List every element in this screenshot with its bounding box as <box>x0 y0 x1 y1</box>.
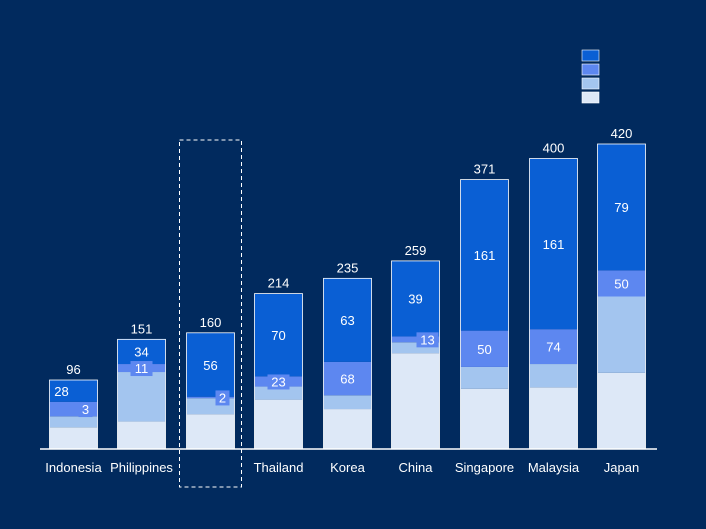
segment-value-label: 74 <box>546 340 560 355</box>
bar-segment <box>597 296 646 373</box>
highlight-dashed-box <box>179 139 242 488</box>
bar-segment <box>529 387 578 449</box>
segment-value-label: 39 <box>408 292 422 307</box>
segment-value-label: 28 <box>54 384 68 399</box>
category-label: Singapore <box>455 460 514 475</box>
bar-segment <box>597 144 646 271</box>
total-label: 400 <box>543 141 565 156</box>
segment-value-label: 11 <box>135 361 149 376</box>
segment-value-label: 13 <box>420 332 434 347</box>
category-label: Korea <box>330 460 365 475</box>
category-label: Philippines <box>110 460 173 475</box>
legend-swatch <box>581 49 600 62</box>
bar-segment <box>460 388 509 449</box>
legend-swatch <box>581 77 600 90</box>
bar-segment <box>49 416 98 428</box>
segment-value-label: 79 <box>614 200 628 215</box>
segment-value-label: 23 <box>271 374 285 389</box>
bar-segment <box>49 427 98 449</box>
total-label: 259 <box>405 243 427 258</box>
segment-value-label: 68 <box>340 372 354 387</box>
bar-segment <box>391 353 440 449</box>
segment-value-label: 50 <box>614 276 628 291</box>
bar-segment <box>529 364 578 388</box>
segment-value-label: 34 <box>134 345 148 360</box>
bar-segment <box>323 409 372 449</box>
segment-label-badge <box>267 374 290 390</box>
bar-segment <box>323 361 372 396</box>
category-label: Indonesia <box>45 460 102 475</box>
bar-segment <box>529 158 578 330</box>
legend-swatch <box>581 63 600 76</box>
total-label: 371 <box>474 162 496 177</box>
total-label: 420 <box>611 126 633 141</box>
bar-segment <box>597 270 646 297</box>
segment-value-label: 50 <box>477 342 491 357</box>
bar-segment <box>254 399 303 449</box>
bar-segment <box>391 342 440 354</box>
bar-segment <box>391 336 440 343</box>
segment-value-label: 70 <box>271 328 285 343</box>
bar-segment <box>117 372 166 422</box>
bar-segment <box>323 395 372 410</box>
total-label: 151 <box>131 321 153 336</box>
segment-label-badge <box>416 332 439 348</box>
segment-value-label: 63 <box>340 313 354 328</box>
bar-segment <box>597 372 646 449</box>
bar-segment <box>323 278 372 362</box>
bar-segment <box>254 386 303 400</box>
bar-segment <box>460 330 509 367</box>
segment-value-label: 2 <box>219 390 226 405</box>
segment-value-label: 161 <box>474 248 496 263</box>
total-label: 96 <box>66 362 80 377</box>
total-label: 235 <box>337 260 359 275</box>
bar-segment <box>117 339 166 365</box>
category-label: Japan <box>604 460 639 475</box>
bar-segment <box>117 421 166 449</box>
bar-segment <box>460 179 509 331</box>
bar-segment <box>254 293 303 377</box>
bar-segment <box>391 260 440 337</box>
bar-segment <box>186 414 235 449</box>
category-label: China <box>399 460 434 475</box>
bar-segment <box>460 366 509 389</box>
bar-segment <box>186 396 235 399</box>
bar-segment <box>186 332 235 397</box>
segment-label-badge <box>78 402 93 418</box>
segment-label-badge <box>130 361 153 377</box>
total-label: 214 <box>268 276 290 291</box>
bar-segment <box>49 380 98 402</box>
bar-segment <box>529 329 578 365</box>
category-label: Malaysia <box>528 460 580 475</box>
category-label: Thailand <box>254 460 304 475</box>
total-label: 160 <box>200 315 222 330</box>
segment-value-label: 3 <box>82 402 89 417</box>
segment-label-badge <box>215 390 230 406</box>
segment-value-label: 161 <box>543 237 565 252</box>
legend-swatch <box>581 91 600 104</box>
segment-value-label: 56 <box>203 358 217 373</box>
